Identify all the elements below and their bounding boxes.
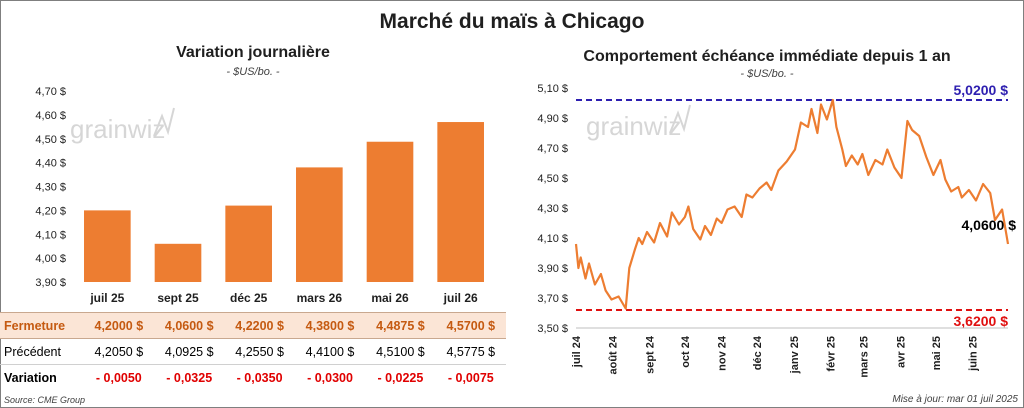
bar (84, 210, 131, 282)
table-cell: 4,4100 $ (305, 344, 355, 359)
contracts-table: Fermeture 4,2000 $ 4,0600 $ 4,2200 $ 4,3… (0, 312, 506, 390)
x-tick-label: mars 26 (297, 291, 343, 305)
source-note: Source: CME Group (4, 395, 86, 405)
low-reference-label: 3,6200 $ (954, 313, 1009, 329)
table-cell: 4,0925 $ (164, 344, 214, 359)
table-row-variation: Variation - 0,0050 - 0,0325 - 0,0350 - 0… (0, 364, 506, 391)
table-cell: 4,3800 $ (305, 318, 355, 333)
bar (366, 141, 414, 282)
y-tick-label: 3,50 $ (537, 323, 568, 335)
table-cell: 4,2550 $ (235, 344, 284, 359)
x-tick-label: mai 25 (931, 336, 943, 370)
y-tick-label: 3,70 $ (537, 293, 568, 305)
y-tick-label: 4,10 $ (537, 233, 568, 245)
grainwiz-logo: grainwiz (586, 104, 691, 141)
y-tick-label: 4,40 $ (35, 158, 66, 170)
row-label-precedent: Précédent (4, 344, 61, 359)
x-tick-label: août 24 (608, 335, 620, 374)
table-cell: 4,0600 $ (164, 318, 214, 333)
x-tick-label: mai 26 (371, 291, 409, 305)
y-tick-label: 4,30 $ (35, 182, 66, 194)
y-tick-label: 4,90 $ (537, 113, 568, 125)
x-tick-label: juil 26 (443, 291, 478, 305)
right-panel-subtitle: - $US/bo. - (740, 68, 794, 80)
x-tick-label: déc 25 (230, 291, 268, 305)
left-panel-title: Variation journalière (176, 44, 330, 61)
bar-chart: 3,90 $ 4,00 $ 4,10 $ 4,20 $ 4,30 $ 4,40 $ 4,50… (35, 86, 484, 305)
table-cell: - 0,0350 (236, 370, 283, 385)
x-tick-label: nov 24 (717, 335, 729, 371)
y-tick-label: 5,10 $ (537, 83, 568, 95)
y-tick-label: 3,90 $ (35, 277, 66, 289)
bar (225, 205, 272, 282)
price-line (574, 98, 1010, 310)
bar (437, 122, 484, 282)
x-tick-label: févr 25 (825, 336, 837, 371)
x-tick-label: juil 25 (89, 291, 124, 305)
y-tick-label: 4,00 $ (35, 253, 66, 265)
table-cell: - 0,0300 (307, 370, 353, 385)
table-cell: 4,5775 $ (446, 344, 496, 359)
y-tick-label: 4,10 $ (35, 229, 66, 241)
y-tick-label: 4,20 $ (35, 205, 66, 217)
x-tick-label: oct 24 (680, 335, 692, 368)
table-cell: - 0,0225 (377, 370, 424, 385)
x-tick-label: sept 25 (157, 291, 199, 305)
x-tick-label: avr 25 (895, 336, 907, 368)
y-tick-label: 4,70 $ (35, 86, 66, 98)
update-note: Mise à jour: mar 01 juil 2025 (892, 394, 1018, 405)
y-tick-label: 4,50 $ (35, 134, 66, 146)
table-cell: 4,5100 $ (376, 344, 425, 359)
x-tick-label: mars 25 (859, 336, 871, 378)
grainwiz-logo: grainwiz (70, 107, 175, 144)
bar (154, 243, 202, 282)
table-row-fermeture: Fermeture 4,2000 $ 4,0600 $ 4,2200 $ 4,3… (0, 312, 506, 339)
table-cell: - 0,0075 (447, 370, 494, 385)
row-label-fermeture: Fermeture (4, 318, 66, 333)
table-row-precedent: Précédent 4,2050 $ 4,0925 $ 4,2550 $ 4,4… (0, 339, 506, 365)
y-tick-label: 4,70 $ (537, 143, 568, 155)
bar (296, 167, 343, 282)
x-tick-label: juil 24 (571, 335, 583, 368)
x-tick-label: déc 24 (752, 335, 764, 370)
page-title: Marché du maïs à Chicago (379, 10, 645, 33)
svg-text:grainwiz: grainwiz (586, 111, 681, 141)
table-cell: 4,2050 $ (94, 344, 144, 359)
right-panel-title: Comportement échéance immédiate depuis 1… (583, 48, 951, 65)
x-tick-label: juin 25 (967, 336, 979, 372)
line-chart: 3,50 $ 3,70 $ 3,90 $ 4,10 $ 4,30 $ 4,50 $ 4,70… (537, 82, 1017, 378)
table-cell: 4,4875 $ (376, 318, 425, 333)
x-tick-label: sept 24 (644, 335, 656, 374)
table-cell: - 0,0050 (95, 370, 142, 385)
left-panel-subtitle: - $US/bo. - (226, 66, 280, 78)
y-tick-label: 3,90 $ (537, 263, 568, 275)
high-reference-label: 5,0200 $ (954, 82, 1009, 98)
svg-text:grainwiz: grainwiz (70, 114, 165, 144)
table-cell: 4,2200 $ (235, 318, 284, 333)
y-tick-label: 4,60 $ (35, 110, 66, 122)
table-cell: 4,2000 $ (94, 318, 144, 333)
y-tick-label: 4,30 $ (537, 203, 568, 215)
x-tick-label: janv 25 (789, 336, 801, 374)
table-cell: - 0,0325 (166, 370, 213, 385)
table-cell: 4,5700 $ (446, 318, 496, 333)
y-tick-label: 4,50 $ (537, 173, 568, 185)
row-label-variation: Variation (4, 370, 57, 385)
last-value-label: 4,0600 $ (962, 217, 1017, 233)
